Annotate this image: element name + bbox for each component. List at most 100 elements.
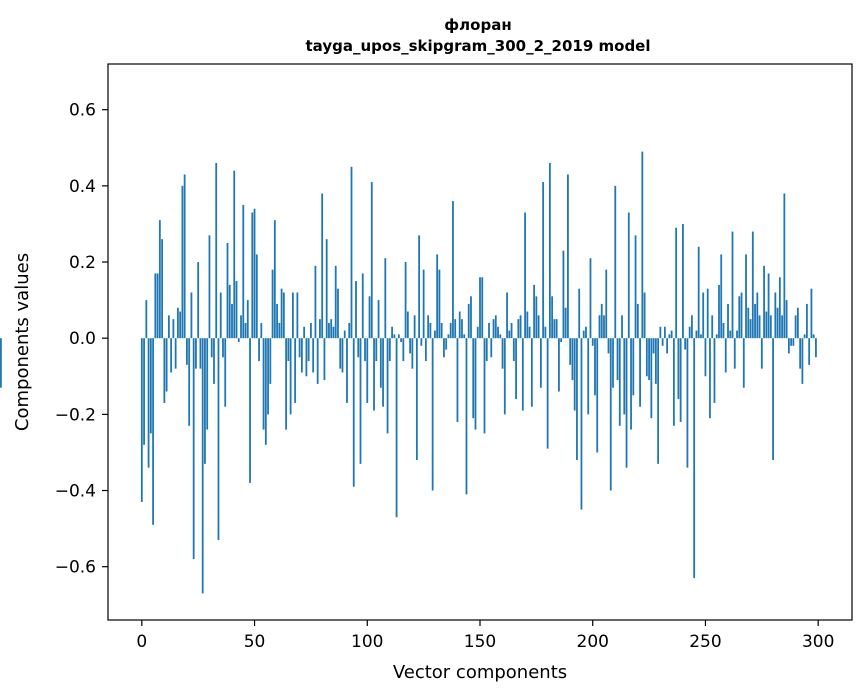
bar-component-152	[483, 338, 486, 434]
bar-component-76	[312, 338, 315, 373]
bar-component-141	[458, 311, 461, 339]
bar-component-129	[431, 338, 434, 491]
bar-component-208	[609, 338, 612, 491]
bar-component-177	[539, 338, 542, 388]
bar-component-44	[240, 315, 242, 339]
y-tick-label: 0.6	[69, 101, 96, 121]
bar-component-137	[449, 322, 452, 339]
bar-component-69	[296, 292, 299, 339]
bar-component-215	[625, 338, 628, 468]
bar-component-290	[794, 315, 797, 339]
bar-component-203	[598, 315, 601, 339]
bar-component-73	[305, 338, 308, 377]
bar-component-62	[280, 288, 283, 339]
bar-component-82	[325, 239, 328, 339]
bar-component-63	[282, 292, 285, 339]
bar-component-108	[384, 258, 387, 339]
bar-component-11	[165, 338, 168, 392]
bar-component-257	[720, 254, 723, 339]
bar-component-79	[319, 319, 321, 339]
bar-component-280	[772, 338, 774, 461]
bar-component-132	[438, 269, 441, 339]
bar-component-131	[436, 254, 439, 339]
bar-component-70	[298, 338, 301, 358]
bar-component-201	[594, 338, 596, 396]
bar-component-237	[675, 227, 678, 339]
bar-component-149	[476, 326, 479, 339]
bar-component-111	[391, 326, 393, 339]
bar-component-223	[643, 292, 646, 339]
bar-component-130	[434, 330, 436, 339]
bar-component-124	[420, 338, 423, 346]
bar-component-110	[388, 338, 391, 362]
bar-component-16	[176, 307, 179, 339]
bar-component-99	[364, 338, 366, 362]
bar-component-224	[645, 338, 648, 377]
bar-component-293	[801, 338, 804, 384]
bar-component-197	[585, 326, 587, 339]
bar-component-112	[393, 334, 396, 339]
bar-component-9	[161, 239, 164, 339]
bar-component-32	[213, 338, 215, 384]
bar-component-95	[355, 281, 357, 339]
bar-component-232	[663, 326, 666, 339]
bar-component-64	[285, 338, 288, 430]
bar-component-187	[562, 250, 565, 339]
bar-component-136	[447, 334, 450, 339]
bar-component-194	[578, 288, 581, 339]
bar-component-258	[722, 322, 725, 339]
bar-component-119	[409, 338, 412, 354]
bar-component-101	[368, 296, 371, 339]
bar-component-140	[456, 338, 459, 422]
bar-component-116	[402, 338, 405, 362]
bar-component-156	[492, 319, 495, 339]
bar-component-135	[445, 338, 448, 350]
bar-component-31	[210, 338, 213, 358]
bar-component-34	[217, 338, 220, 541]
y-tick-label: −0.4	[55, 482, 96, 502]
bar-component-109	[386, 338, 389, 434]
bar-component-295	[806, 303, 808, 339]
bar-component-65	[287, 338, 290, 362]
bar-component-167	[517, 319, 520, 339]
bar-component-254	[713, 338, 716, 403]
bar-component-244	[691, 315, 693, 339]
bar-component-20	[186, 338, 188, 365]
bar-component-133	[440, 322, 443, 339]
bar-component-159	[499, 334, 502, 339]
bar-component-27	[201, 338, 204, 594]
bar-component-106	[379, 338, 382, 388]
bar-component-267	[742, 338, 745, 388]
bar-series	[0, 151, 817, 594]
x-axis-ticks: 0 50 100 150 200 250 300	[136, 620, 834, 652]
bar-component-4	[149, 338, 152, 434]
bar-component-93	[350, 166, 353, 339]
bar-component-146	[470, 296, 472, 339]
bar-component-210	[614, 185, 617, 339]
x-tick-label: 200	[577, 632, 609, 652]
bar-component-200	[591, 338, 594, 346]
bar-component-250	[704, 338, 707, 377]
bar-component-202	[596, 338, 599, 453]
bar-component-102	[370, 182, 373, 339]
bar-component-195	[580, 338, 583, 510]
bar-component-289	[792, 338, 795, 346]
bar-component-147	[472, 338, 475, 419]
bar-component-218	[632, 338, 635, 396]
bar-component-284	[781, 315, 784, 339]
bar-component-172	[528, 326, 531, 339]
bar-component-128	[429, 322, 432, 339]
bar-component-205	[603, 315, 605, 339]
bar-component-182	[551, 296, 554, 339]
bar-component-213	[621, 315, 623, 339]
bar-component-151	[481, 277, 484, 339]
bar-component-104	[375, 338, 378, 362]
bar-component-278	[767, 273, 770, 339]
bar-component-170	[524, 212, 526, 339]
bar-component-97	[359, 338, 362, 464]
bar-component-273	[756, 292, 759, 339]
bar-component-178	[542, 182, 545, 339]
bar-component-61	[278, 322, 281, 339]
bar-component-2	[145, 300, 148, 339]
